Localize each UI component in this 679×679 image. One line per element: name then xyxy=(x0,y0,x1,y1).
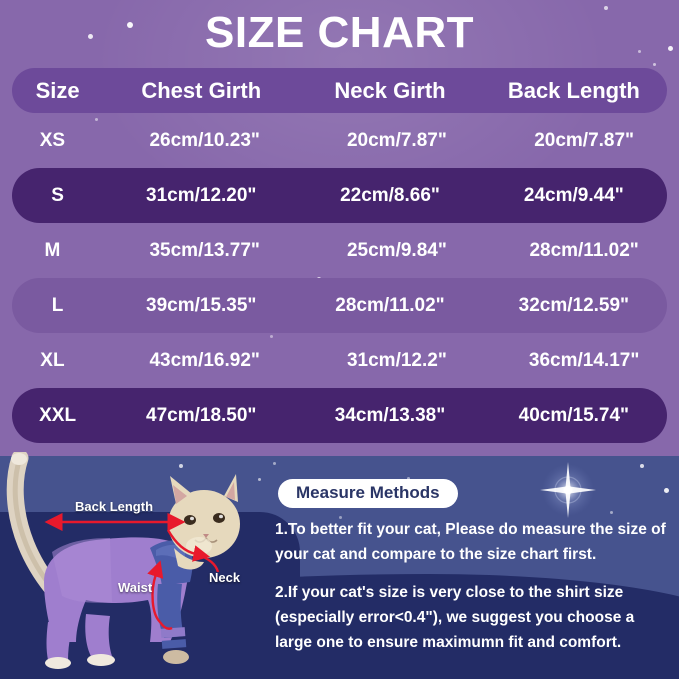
cat-paw-rear-far xyxy=(45,657,71,669)
label-back-length: Back Length xyxy=(75,499,154,514)
cell-back-length: 32cm/12.59" xyxy=(518,294,630,316)
cat-diagram-svg xyxy=(6,452,240,669)
cell-size: M xyxy=(44,239,61,261)
waist-arrow-tail xyxy=(159,621,173,630)
cell-back-length: 24cm/9.44" xyxy=(523,184,624,206)
cell-back-length: 20cm/7.87" xyxy=(534,129,635,151)
cat-head xyxy=(168,490,240,558)
cell-chest-girth: 39cm/15.35" xyxy=(146,294,257,316)
table-row: L 39cm/15.35" 28cm/11.02" 32cm/12.59" xyxy=(12,278,667,333)
cell-chest-girth: 47cm/18.50" xyxy=(146,404,257,426)
cat-illustration: Back Length Waist Neck xyxy=(0,452,272,679)
cat-sleeve-stripe-2 xyxy=(161,639,187,649)
size-table: Size Chest Girth Neck Girth Back Length … xyxy=(0,68,679,443)
cell-neck-girth: 34cm/13.38" xyxy=(334,404,446,426)
measure-methods-panel: Measure Methods 1.To better fit your cat… xyxy=(272,470,672,679)
cat-sleeve-stripe-1 xyxy=(160,627,186,638)
cell-chest-girth: 43cm/16.92" xyxy=(149,349,260,371)
cell-back-length: 28cm/11.02" xyxy=(529,239,639,261)
neck-arrow-tail xyxy=(195,552,220,573)
star-decoration xyxy=(640,464,644,468)
measure-method-2: 2.If your cat's size is very close to th… xyxy=(275,584,635,651)
cell-neck-girth: 20cm/7.87" xyxy=(346,129,447,151)
page-title: SIZE CHART xyxy=(205,8,474,57)
table-row: XS 26cm/10.23" 20cm/7.87" 20cm/7.87" xyxy=(0,113,679,168)
neck-arrow xyxy=(166,529,211,562)
cell-neck-girth: 28cm/11.02" xyxy=(335,294,445,316)
cell-chest-girth: 31cm/12.20" xyxy=(146,184,257,206)
cat-tail-tip xyxy=(11,453,27,465)
measure-methods-badge: Measure Methods xyxy=(278,479,458,508)
cat-eye-left xyxy=(184,515,196,525)
cat-eye-right-glint xyxy=(219,514,223,519)
column-header-neck-girth: Neck Girth xyxy=(334,77,446,103)
star-decoration xyxy=(653,63,656,66)
cell-chest-girth: 35cm/13.77" xyxy=(149,239,260,261)
cell-size: L xyxy=(51,294,64,316)
column-header-size: Size xyxy=(35,77,80,103)
table-row: M 35cm/13.77" 25cm/9.84" 28cm/11.02" xyxy=(0,223,679,278)
cell-size: XXL xyxy=(39,404,77,426)
cell-chest-girth: 26cm/10.23" xyxy=(149,129,260,151)
label-waist: Waist xyxy=(118,580,153,595)
table-header-row: Size Chest Girth Neck Girth Back Length xyxy=(12,68,667,113)
cat-neck-fur xyxy=(174,548,204,570)
cat-rear-leg-near xyxy=(85,614,112,658)
cat-nose xyxy=(203,534,209,538)
table-row: S 31cm/12.20" 22cm/8.66" 24cm/9.44" xyxy=(12,168,667,223)
cell-size: XS xyxy=(39,129,66,151)
size-chart-section: SIZE CHART Size Chest Girth Neck Girth B… xyxy=(0,0,679,456)
table-row: XXL 47cm/18.50" 34cm/13.38" 40cm/15.74" xyxy=(12,388,667,443)
cat-body-highlight xyxy=(52,538,112,603)
cat-paw-front xyxy=(163,650,189,664)
star-decoration xyxy=(273,462,276,465)
cell-back-length: 36cm/14.17" xyxy=(528,349,640,371)
cell-neck-girth: 22cm/8.66" xyxy=(340,184,440,206)
waist-arrow xyxy=(147,560,164,623)
cell-size: XL xyxy=(40,349,65,371)
label-neck: Neck xyxy=(209,570,241,585)
cat-tail-shading xyxy=(12,455,55,591)
measure-method-1: 1.To better fit your cat, Please do meas… xyxy=(275,521,666,563)
column-header-chest-girth: Chest Girth xyxy=(141,77,262,103)
cell-neck-girth: 25cm/9.84" xyxy=(346,239,447,261)
table-row: XL 43cm/16.92" 31cm/12.2" 36cm/14.17" xyxy=(0,333,679,388)
cat-rear-leg-far xyxy=(46,622,74,660)
cat-eye-right xyxy=(213,513,225,523)
cat-eye-left-glint xyxy=(190,516,194,521)
cat-front-leg-blue xyxy=(157,584,184,638)
cat-paw-rear-near xyxy=(87,654,115,666)
cat-ear-right-inner xyxy=(226,482,235,500)
cell-back-length: 40cm/15.74" xyxy=(518,404,630,426)
column-header-back-length: Back Length xyxy=(507,77,640,103)
cat-ear-left-inner xyxy=(173,485,187,504)
cell-size: S xyxy=(51,184,64,206)
cat-tail xyxy=(6,452,61,597)
cell-neck-girth: 31cm/12.2" xyxy=(346,349,447,371)
